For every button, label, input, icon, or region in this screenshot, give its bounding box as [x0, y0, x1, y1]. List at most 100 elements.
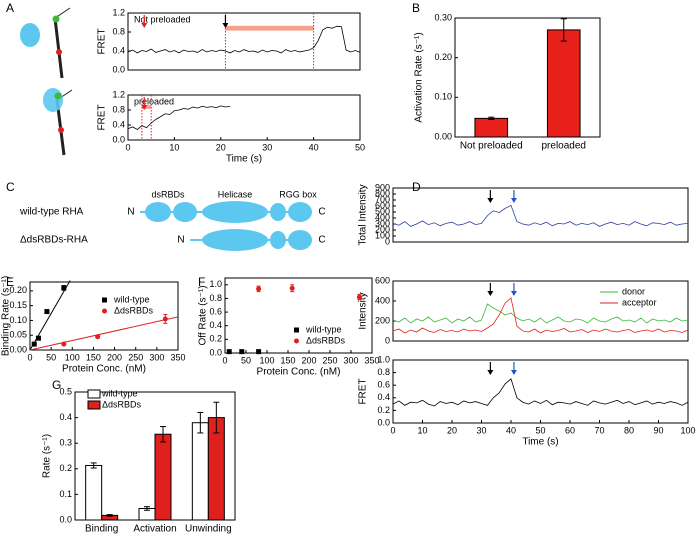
legend-label: wild-type — [113, 294, 150, 304]
plot-frame — [392, 280, 689, 342]
x-tick-label: 0 — [390, 425, 395, 435]
point — [44, 309, 50, 315]
y-tick-label: 0.10 — [9, 315, 27, 325]
bar — [85, 464, 103, 521]
point — [356, 294, 362, 300]
y-axis-label: FRET — [97, 104, 108, 130]
arrow-head — [141, 105, 148, 110]
y-tick-label: 0.00 — [434, 131, 452, 141]
x-tick-label: 50 — [535, 425, 545, 435]
plot-frame — [29, 281, 179, 351]
x-tick-label: 150 — [280, 355, 295, 365]
bar — [154, 433, 172, 521]
x-tick-label: Binding — [85, 524, 118, 535]
arrow-head — [510, 198, 517, 203]
x-tick-label: 350 — [170, 352, 185, 362]
domain-label: RGG box — [279, 189, 317, 199]
y-tick-label: 600 — [375, 275, 390, 285]
arrow-head — [141, 23, 148, 28]
y-tick-label: 0 — [385, 236, 390, 246]
point — [95, 334, 101, 340]
y-tick-label: 0.0 — [112, 134, 125, 144]
y-tick-label: 0.4 — [59, 412, 72, 422]
annotation: Not preloaded — [134, 14, 191, 24]
y-tick-label: 700 — [375, 194, 390, 204]
legend-label: ΔdsRBDs — [102, 399, 142, 409]
x-tick-label: Activation — [133, 524, 176, 535]
panel-label: D — [412, 180, 421, 194]
point — [289, 285, 295, 291]
plot-frame — [127, 12, 361, 71]
y-tick-label: 400 — [375, 295, 390, 305]
y-tick-label: 0.20 — [434, 52, 452, 62]
trace — [392, 303, 689, 324]
y-tick-label: 0.5 — [59, 386, 72, 396]
annotation: preloaded — [134, 96, 174, 106]
panel-label: A — [6, 1, 14, 15]
x-tick-label: 250 — [322, 355, 337, 365]
x-tick-label: 50 — [241, 355, 251, 365]
interval-bar — [141, 105, 152, 109]
y-tick-label: 1.2 — [112, 89, 125, 99]
x-tick-label: 300 — [343, 355, 358, 365]
panel-label: B — [412, 1, 420, 15]
legend-label: donor — [622, 286, 645, 296]
y-tick-label: 0.8 — [377, 367, 390, 377]
legend-label: wild-type — [305, 324, 342, 334]
x-tick-label: 0 — [125, 142, 130, 152]
x-axis-label: Time (s) — [522, 437, 558, 448]
y-tick-label: 1.0 — [377, 354, 390, 364]
x-tick-label: 100 — [65, 352, 80, 362]
y-axis-label: FRET — [358, 378, 369, 404]
point — [256, 286, 262, 292]
x-tick-label: 70 — [594, 425, 604, 435]
x-axis-label: Time (s) — [226, 154, 262, 165]
arrow-head — [510, 370, 517, 375]
c-term: C — [318, 207, 325, 218]
row-label: wild-type RHA — [19, 207, 84, 218]
y-tick-label: 0.3 — [59, 438, 72, 448]
point — [162, 316, 168, 322]
y-tick-label: 0.4 — [112, 45, 125, 55]
y-tick-label: 0.10 — [434, 92, 452, 102]
x-tick-label: 0 — [222, 355, 227, 365]
legend-swatch — [294, 327, 299, 333]
y-tick-label: 0.20 — [9, 285, 27, 295]
x-tick-label: 350 — [364, 355, 379, 365]
y-tick-label: 0 — [385, 335, 390, 345]
x-tick-label: 100 — [259, 355, 274, 365]
y-tick-label: 0.2 — [209, 334, 222, 344]
x-tick-label: 20 — [447, 425, 457, 435]
domain-label: Helicase — [218, 189, 253, 199]
plot-frame — [454, 17, 601, 138]
y-tick-label: 500 — [375, 206, 390, 216]
y-tick-label: 400 — [375, 212, 390, 222]
x-tick-label: 40 — [309, 142, 319, 152]
x-tick-label: 30 — [262, 142, 272, 152]
x-tick-label: 10 — [169, 142, 179, 152]
arrow-head — [487, 370, 494, 375]
y-axis-label: FRET — [97, 28, 108, 54]
y-tick-label: 0.4 — [377, 392, 390, 402]
x-tick-label: 10 — [417, 425, 427, 435]
y-tick-label: 0.8 — [209, 293, 222, 303]
x-tick-label: 100 — [680, 425, 695, 435]
panel-label: G — [52, 378, 61, 392]
point — [239, 349, 245, 355]
y-tick-label: 0.6 — [209, 306, 222, 316]
n-term: N — [177, 235, 184, 246]
y-axis-label: Binding Rate (s⁻¹) — [1, 276, 12, 356]
y-axis-label: Total Intensity — [358, 184, 369, 245]
x-tick-label: 80 — [624, 425, 634, 435]
domain-label: dsRBDs — [151, 189, 185, 199]
y-tick-label: 0.0 — [112, 64, 125, 74]
point — [61, 341, 67, 347]
y-tick-label: 200 — [375, 224, 390, 234]
bar — [546, 29, 581, 138]
trace — [127, 105, 231, 130]
x-tick-label: Not preloaded — [460, 141, 523, 152]
plot-frame — [224, 277, 373, 354]
arrow-head — [510, 291, 517, 296]
